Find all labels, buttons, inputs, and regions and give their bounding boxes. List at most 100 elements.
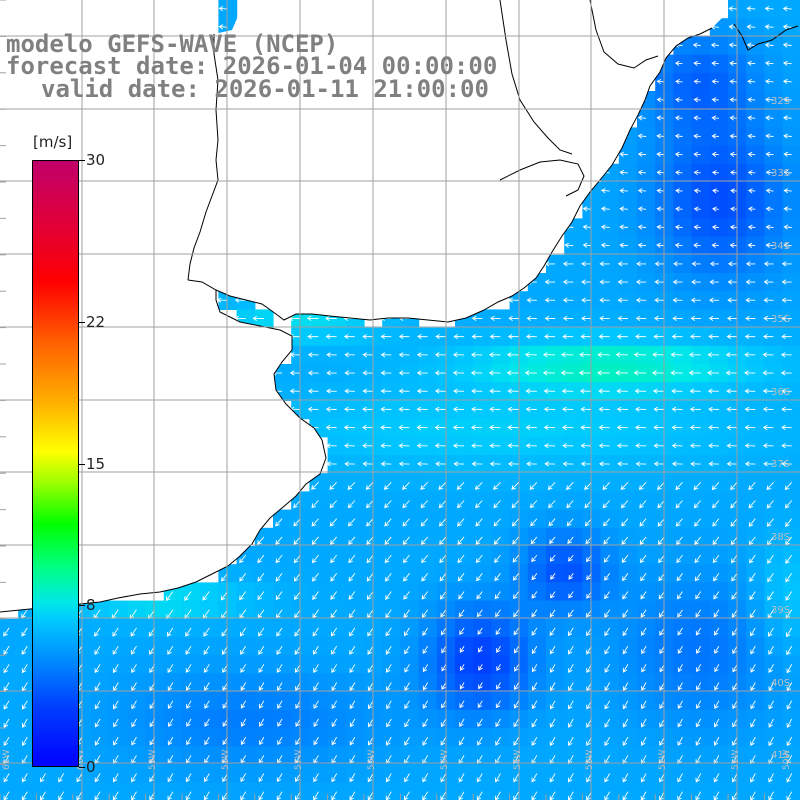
wind-arrow	[689, 406, 701, 412]
wind-arrow	[604, 718, 611, 728]
wind-arrow	[653, 424, 665, 431]
wind-arrow	[677, 664, 683, 673]
wind-arrow	[529, 500, 538, 509]
speed-cell	[709, 455, 729, 474]
wind-arrow	[329, 518, 338, 527]
wind-arrow	[781, 424, 792, 431]
wind-arrow	[673, 261, 683, 267]
wind-arrow	[639, 536, 647, 545]
wind-arrow	[711, 97, 719, 103]
lon-label: 56W	[367, 749, 377, 770]
lat-label: 33S	[771, 168, 791, 179]
wind-arrow	[3, 645, 10, 655]
wind-arrow	[513, 736, 520, 746]
wind-arrow	[695, 645, 702, 654]
speed-cell	[527, 309, 547, 329]
wind-arrow	[677, 645, 683, 654]
wind-arrow	[496, 682, 501, 690]
wind-arrow	[507, 388, 519, 394]
wind-arrow	[744, 424, 756, 431]
speed-cell	[600, 400, 620, 420]
wind-arrow	[131, 718, 137, 728]
wind-arrow	[434, 443, 446, 449]
wind-arrow	[765, 151, 774, 157]
speed-cell	[618, 273, 638, 292]
wind-arrow	[637, 242, 647, 248]
speed-cell	[546, 455, 565, 474]
colorbar-tick-label: 22	[86, 312, 106, 331]
wind-arrow	[326, 370, 337, 376]
speed-cell	[327, 364, 347, 383]
wind-arrow	[76, 773, 83, 783]
wind-arrow	[762, 334, 774, 340]
wind-arrow	[471, 388, 483, 394]
wind-arrow	[404, 718, 410, 728]
wind-arrow	[783, 97, 792, 103]
wind-arrow	[763, 297, 774, 303]
wind-arrow	[186, 736, 192, 746]
wind-arrow	[638, 481, 647, 491]
speed-cell	[455, 782, 474, 800]
speed-cell	[18, 782, 37, 800]
speed-cell	[109, 782, 128, 800]
wind-arrow	[709, 297, 719, 303]
speed-cell	[309, 782, 329, 800]
wind-arrow	[598, 406, 610, 412]
wind-arrow	[21, 773, 28, 783]
speed-cell	[764, 109, 784, 128]
wind-arrow	[677, 591, 683, 600]
wind-arrow	[549, 773, 556, 783]
wind-arrow	[453, 461, 465, 467]
speed-cell	[382, 327, 401, 347]
wind-arrow	[489, 443, 501, 449]
wind-arrow	[167, 736, 174, 746]
wind-arrow	[782, 60, 792, 66]
wind-arrow	[459, 645, 465, 653]
wind-arrow	[695, 773, 702, 783]
wind-arrow	[730, 500, 738, 509]
wind-arrow	[240, 645, 247, 655]
lat-label: 35S	[771, 314, 791, 325]
wind-arrow	[293, 536, 301, 545]
wind-arrow	[112, 664, 119, 674]
speed-cell	[746, 345, 765, 365]
speed-cell	[491, 455, 511, 474]
wind-arrow	[531, 791, 538, 800]
speed-cell	[546, 345, 565, 365]
wind-arrow	[544, 279, 556, 285]
wind-arrow	[416, 424, 428, 431]
speed-cell	[746, 236, 765, 256]
wind-arrow	[398, 461, 410, 467]
wind-arrow	[658, 591, 665, 600]
wind-arrow	[781, 334, 792, 340]
wind-arrow	[471, 443, 483, 449]
wind-arrow	[729, 151, 738, 157]
speed-cell	[746, 54, 765, 74]
speed-cell	[655, 127, 674, 147]
speed-cell	[309, 382, 329, 401]
wind-arrow	[257, 573, 265, 582]
lon-label: 59W	[148, 749, 158, 770]
speed-cell	[637, 109, 656, 128]
colorbar-tick-mark	[79, 767, 85, 768]
wind-arrow	[438, 481, 447, 490]
lat-label: 32S	[771, 96, 791, 107]
wind-arrow	[764, 24, 774, 30]
wind-arrow	[289, 352, 301, 358]
wind-arrow	[604, 573, 611, 581]
speed-cell	[655, 200, 674, 219]
wind-arrow	[525, 406, 537, 412]
wind-arrow	[622, 773, 629, 783]
wind-arrow	[489, 424, 501, 431]
speed-cell	[673, 345, 693, 365]
speed-cell	[655, 291, 674, 310]
wind-arrow	[488, 370, 501, 376]
wind-arrow	[729, 242, 738, 248]
wind-arrow	[204, 682, 210, 691]
wind-arrow	[602, 500, 611, 509]
speed-cell	[618, 200, 638, 219]
speed-cell	[709, 200, 729, 219]
wind-arrow	[347, 500, 356, 509]
wind-arrow	[329, 481, 338, 490]
wind-arrow	[307, 388, 319, 394]
